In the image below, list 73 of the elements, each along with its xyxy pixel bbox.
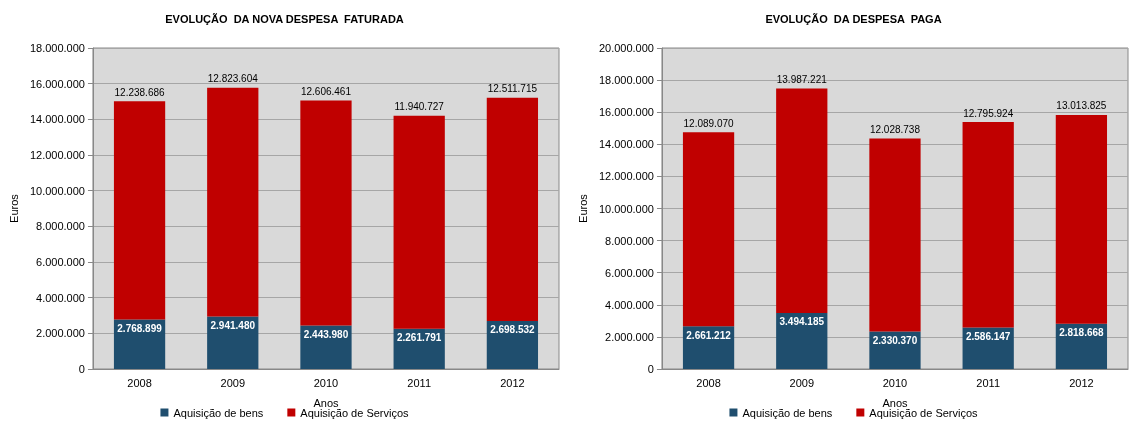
data-label: 2.941.480 — [210, 320, 256, 332]
legend-label: Aquisição de Serviços — [869, 406, 979, 419]
x-tick-label: 2011 — [407, 376, 432, 389]
data-label: 12.795.924 — [963, 107, 1014, 119]
bar — [207, 87, 259, 317]
data-label: 2.768.899 — [117, 323, 163, 335]
data-label: 12.238.686 — [114, 86, 166, 98]
y-tick-label: 6.000.000 — [605, 266, 654, 279]
data-label: 2.261.791 — [396, 332, 442, 344]
y-tick-label: 0 — [647, 363, 654, 375]
data-label: 13.987.221 — [776, 73, 828, 85]
data-label: 2.661.212 — [686, 329, 732, 341]
legend-label: Aquisição de Serviços — [300, 406, 410, 419]
legend-label: Aquisição de bens — [742, 406, 833, 419]
x-axis-title: Anos — [882, 396, 909, 409]
bar — [1055, 114, 1108, 324]
data-label: 3.494.185 — [779, 316, 825, 328]
y-tick-label: 0 — [78, 363, 85, 375]
y-tick-label: 14.000.000 — [29, 113, 85, 126]
chart-title: EVOLUÇÃO DA NOVA DESPESA FATURADA — [165, 12, 404, 25]
data-label: 2.443.980 — [303, 328, 349, 340]
y-axis-title: Euros — [7, 193, 20, 223]
bar — [682, 132, 735, 327]
data-label: 11.940.727 — [394, 101, 445, 113]
bar — [869, 138, 921, 332]
data-label: 12.606.461 — [300, 86, 352, 98]
bar — [393, 115, 445, 329]
bar — [113, 101, 166, 320]
y-tick-label: 18.000.000 — [598, 74, 654, 87]
bar — [776, 88, 828, 313]
data-label: 2.586.147 — [965, 330, 1011, 342]
y-tick-label: 8.000.000 — [605, 234, 654, 247]
y-tick-label: 20.000.000 — [598, 42, 654, 54]
x-tick-label: 2011 — [976, 376, 1001, 389]
data-label: 2.698.532 — [490, 324, 536, 336]
x-tick-label: 2009 — [220, 376, 246, 389]
y-tick-label: 6.000.000 — [36, 256, 85, 268]
y-tick-label: 4.000.000 — [605, 298, 654, 311]
y-tick-label: 10.000.000 — [598, 202, 654, 215]
y-tick-label: 2.000.000 — [36, 327, 85, 340]
legend-label: Aquisição de bens — [173, 406, 264, 419]
data-label: 12.823.604 — [207, 73, 259, 85]
y-tick-label: 16.000.000 — [29, 77, 85, 90]
bar — [776, 312, 828, 369]
data-label: 12.089.070 — [683, 117, 735, 129]
data-label: 2.818.668 — [1059, 327, 1105, 339]
chart-title: EVOLUÇÃO DA DESPESA PAGA — [765, 12, 942, 25]
bar — [300, 325, 352, 369]
x-tick-label: 2009 — [789, 376, 815, 389]
x-tick-label: 2012 — [500, 376, 525, 389]
y-tick-label: 4.000.000 — [36, 291, 85, 304]
x-axis-title: Anos — [313, 396, 340, 409]
y-tick-label: 12.000.000 — [29, 149, 85, 161]
x-tick-label: 2012 — [1069, 376, 1094, 389]
bar — [300, 100, 352, 326]
x-tick-label: 2008 — [696, 376, 721, 389]
y-tick-label: 14.000.000 — [598, 138, 654, 151]
y-tick-label: 8.000.000 — [36, 220, 85, 233]
y-axis-title: Euros — [576, 193, 589, 223]
data-label: 12.028.738 — [869, 124, 921, 136]
x-tick-label: 2008 — [127, 376, 152, 389]
y-tick-label: 12.000.000 — [598, 170, 654, 183]
x-tick-label: 2010 — [882, 376, 908, 389]
bar — [962, 122, 1014, 328]
bar — [486, 97, 539, 321]
data-label: 13.013.825 — [1056, 100, 1107, 112]
y-tick-label: 10.000.000 — [29, 184, 85, 197]
y-tick-label: 18.000.000 — [29, 42, 85, 54]
x-tick-label: 2010 — [313, 376, 339, 389]
y-tick-label: 16.000.000 — [598, 106, 654, 119]
data-label: 12.511.715 — [487, 83, 538, 95]
y-tick-label: 2.000.000 — [605, 330, 654, 343]
data-label: 2.330.370 — [872, 335, 918, 347]
